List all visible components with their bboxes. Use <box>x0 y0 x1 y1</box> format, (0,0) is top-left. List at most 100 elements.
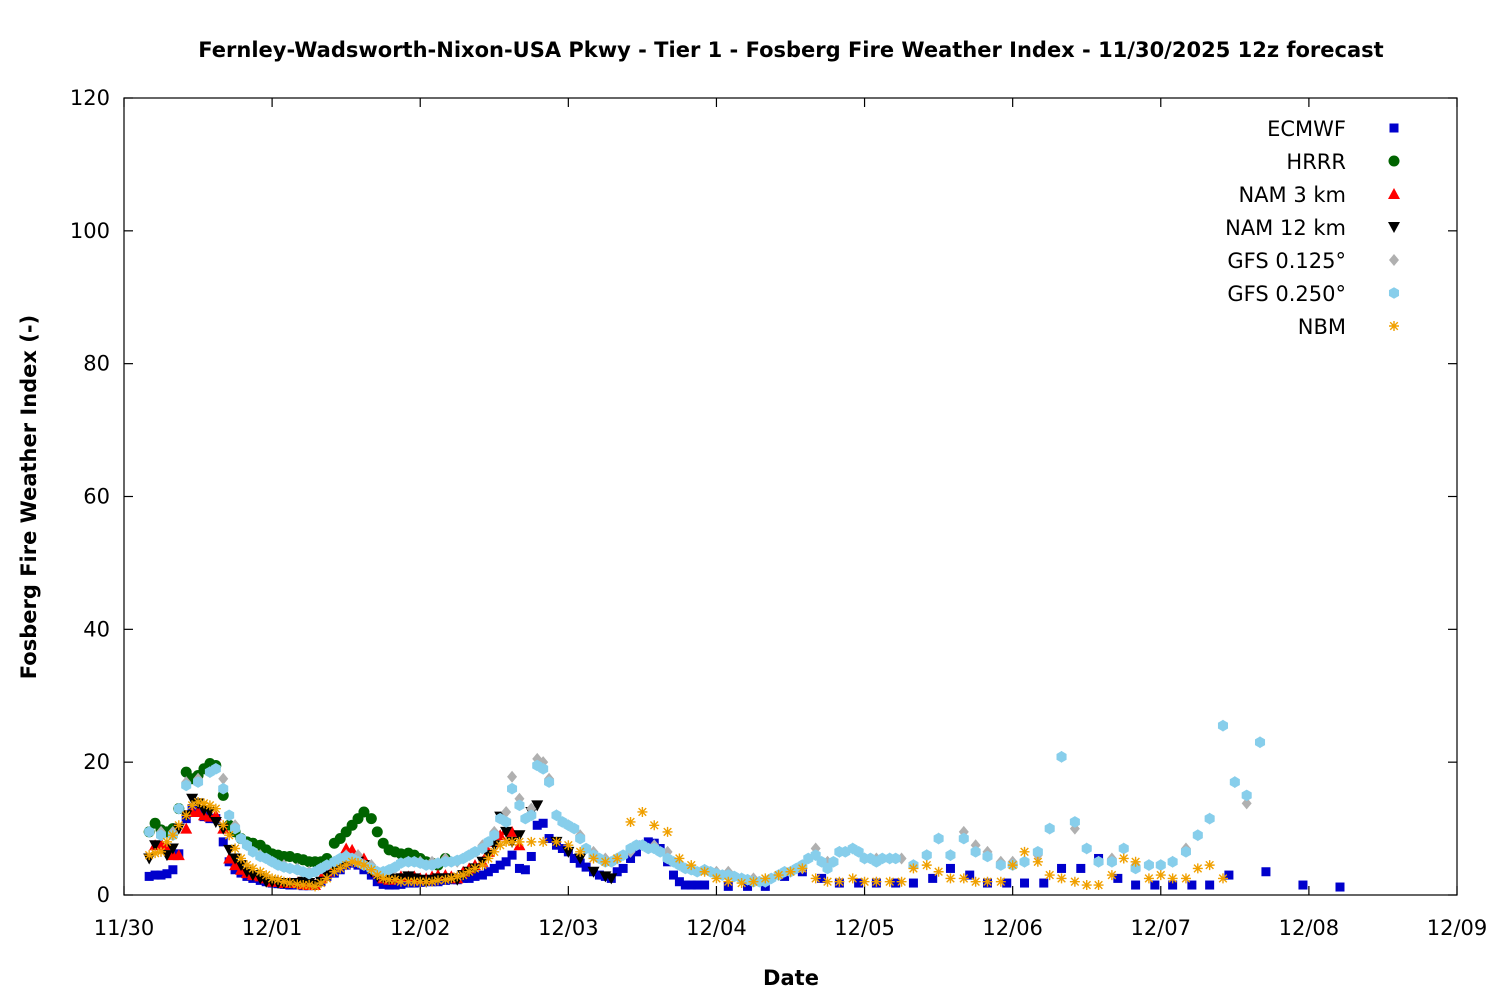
data-point <box>574 853 587 865</box>
data-point <box>341 860 352 871</box>
data-point <box>371 826 383 838</box>
data-point <box>1143 873 1154 884</box>
data-point <box>834 876 845 887</box>
data-point <box>1217 719 1229 732</box>
data-point <box>160 850 173 862</box>
data-point <box>699 866 710 877</box>
data-point <box>489 863 499 873</box>
data-point <box>928 873 938 883</box>
data-point <box>544 776 555 788</box>
data-point <box>267 873 278 884</box>
data-point <box>224 809 235 822</box>
data-point <box>1076 863 1086 873</box>
data-point <box>588 853 599 864</box>
x-axis-label: Date <box>763 966 819 990</box>
x-tick-label: 12/06 <box>982 916 1043 940</box>
data-point <box>643 837 653 847</box>
data-point <box>891 878 901 888</box>
data-point <box>1335 882 1345 892</box>
data-point <box>1093 855 1104 868</box>
data-point <box>470 871 480 881</box>
series-6 <box>144 797 1228 892</box>
data-point <box>365 813 377 825</box>
data-point <box>483 853 494 864</box>
legend: ECMWF HRRR NAM 3 km NAM 12 km GFS 0.125° GFS … <box>1225 117 1400 339</box>
data-point <box>1224 870 1234 880</box>
data-point <box>686 860 697 871</box>
data-point <box>1180 846 1191 858</box>
data-point <box>1254 736 1266 749</box>
data-point <box>255 866 266 877</box>
data-point <box>261 870 272 881</box>
data-point <box>631 847 641 857</box>
data-point <box>173 820 184 831</box>
data-point <box>859 876 870 887</box>
data-point <box>884 876 895 887</box>
data-point <box>284 878 295 889</box>
data-point <box>637 806 648 817</box>
data-point <box>995 859 1006 871</box>
data-point <box>1155 859 1166 871</box>
legend-marker <box>1388 188 1400 199</box>
legend-marker <box>1389 321 1399 331</box>
data-point <box>1007 860 1018 871</box>
data-point <box>203 806 216 818</box>
legend-label: GFS 0.250° <box>1227 282 1346 306</box>
data-point <box>347 856 358 867</box>
data-point <box>1241 789 1252 802</box>
legend-label: NAM 12 km <box>1225 216 1346 240</box>
data-point <box>958 873 969 884</box>
y-tick-label: 60 <box>83 485 110 509</box>
data-point <box>507 850 517 860</box>
data-point <box>1118 842 1129 855</box>
data-point <box>236 853 247 864</box>
data-point <box>575 846 586 857</box>
data-point <box>600 856 611 867</box>
data-point <box>1019 846 1030 857</box>
data-point <box>587 866 600 878</box>
data-point <box>773 870 784 881</box>
data-point <box>520 865 530 875</box>
x-tick-label: 12/02 <box>390 916 451 940</box>
data-point <box>144 826 155 838</box>
data-point <box>1106 855 1117 868</box>
data-point <box>1187 880 1197 890</box>
data-point <box>246 870 259 882</box>
data-point <box>180 822 193 834</box>
x-tick-label: 12/04 <box>686 916 747 940</box>
data-point <box>538 836 549 847</box>
data-point <box>563 840 574 851</box>
data-point <box>507 770 518 783</box>
data-point <box>526 851 536 861</box>
data-point <box>1204 860 1215 871</box>
data-point <box>723 876 734 887</box>
data-point <box>1130 862 1141 875</box>
data-point <box>218 782 229 795</box>
data-point <box>551 836 562 847</box>
data-point <box>686 880 696 890</box>
data-point <box>358 806 370 818</box>
data-point <box>692 880 702 890</box>
data-point <box>241 860 252 871</box>
data-point <box>674 877 684 887</box>
data-point <box>346 843 359 855</box>
data-point <box>594 870 604 880</box>
data-point <box>144 850 155 861</box>
data-point <box>495 860 505 870</box>
data-point <box>1130 856 1141 867</box>
data-point <box>507 782 518 795</box>
data-point <box>612 853 623 864</box>
data-point <box>965 870 975 880</box>
data-point <box>945 873 956 884</box>
data-point <box>390 874 401 885</box>
data-point <box>506 825 519 837</box>
data-point <box>366 864 377 875</box>
data-point <box>181 810 192 821</box>
data-point <box>1192 829 1203 842</box>
data-point <box>167 830 178 841</box>
data-point <box>187 800 198 811</box>
x-tick-label: 12/01 <box>242 916 303 940</box>
data-point <box>372 870 383 881</box>
data-point <box>890 852 901 865</box>
